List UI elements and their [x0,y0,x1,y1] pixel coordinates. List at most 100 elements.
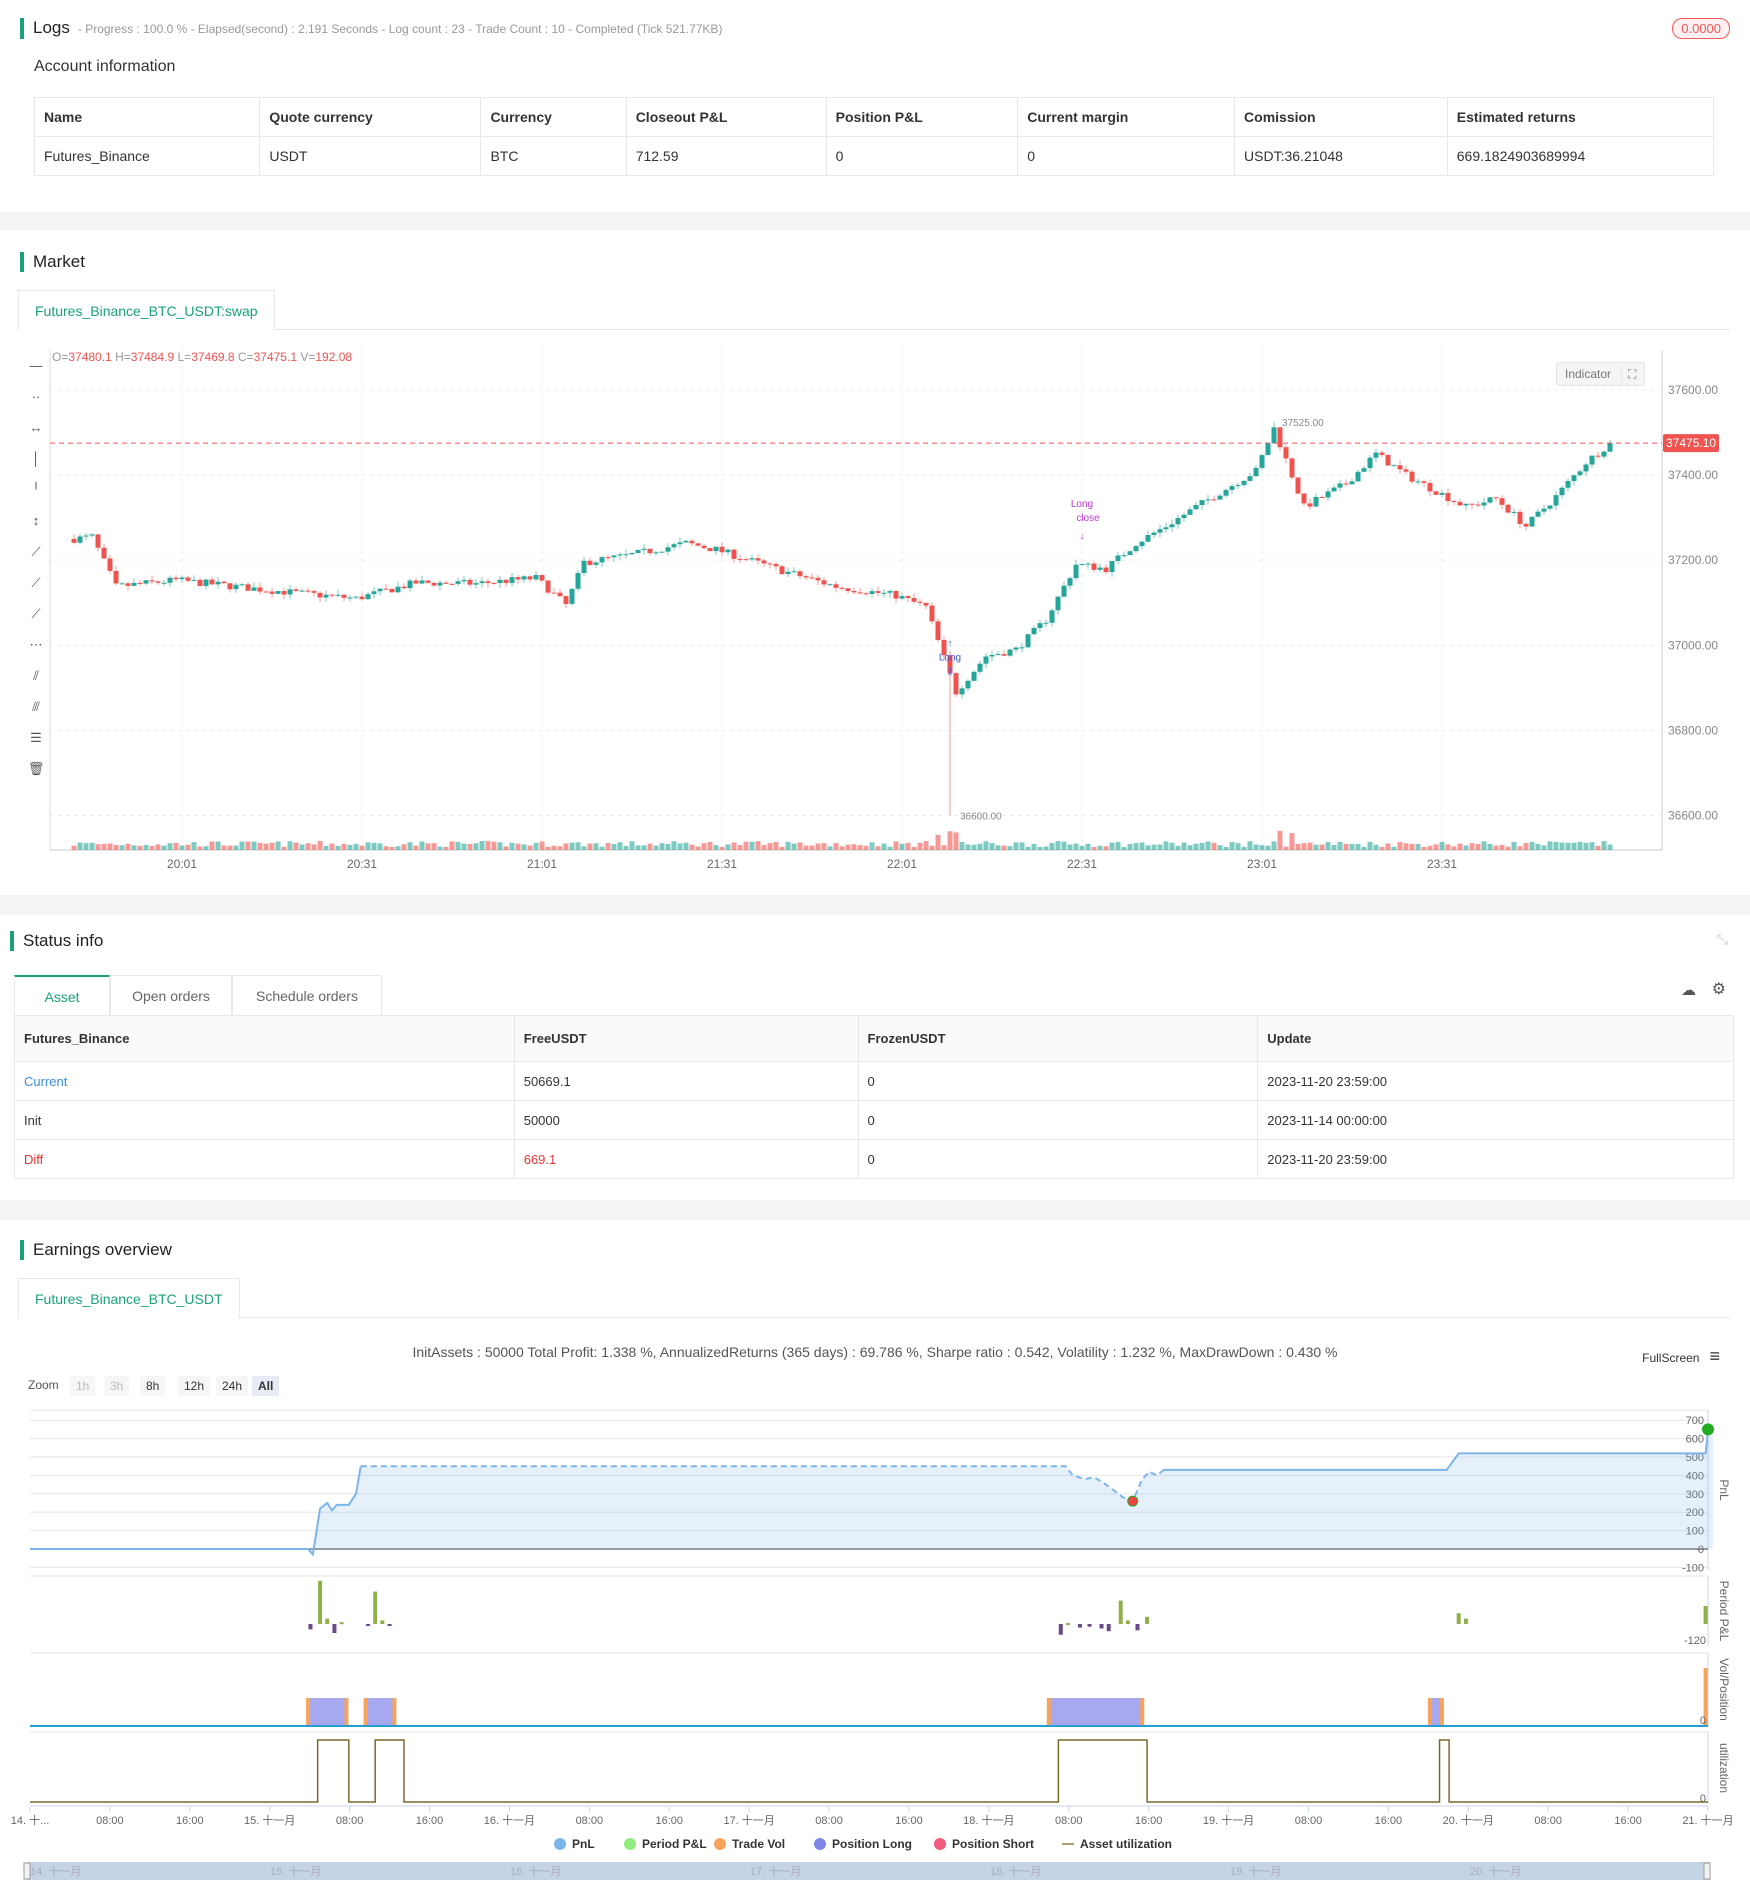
volume-bar [1307,842,1313,850]
legend-item[interactable]: Position Long [832,1837,912,1851]
candle-body [1187,509,1193,515]
candle-body [497,579,503,584]
tab-divider [275,329,1730,330]
menu-icon[interactable]: ≡ [1709,1346,1720,1366]
candle-body [467,579,473,585]
horizontal-ray-icon[interactable]: ·· [31,389,41,404]
segment-icon[interactable]: ⟋ [31,606,41,621]
vertical-line-icon[interactable]: │ [31,451,41,466]
axis-title: Period P&L [1717,1581,1731,1642]
vertical-segment-icon[interactable]: ↕ [32,513,40,528]
candle-body [173,577,179,580]
volume-bar [869,842,875,850]
zoom-3h[interactable]: 3h [104,1376,130,1396]
period-pnl-bar [325,1618,330,1624]
volume-bar [1475,843,1481,850]
download-icon[interactable]: ☁ [1681,982,1696,999]
trash-icon[interactable]: 🗑 [27,761,45,776]
candle-body [1361,468,1367,472]
x-tick-label: 08:00 [1055,1815,1083,1827]
legend-item[interactable]: Asset utilization [1080,1837,1172,1851]
table-cell: 50669.1 [513,1061,859,1101]
navigator-handle-left[interactable] [23,1862,31,1880]
tab-earnings-symbol[interactable]: Futures_Binance_BTC_USDT [18,1278,240,1318]
volume-bar [251,841,257,850]
vertical-ray-icon[interactable]: ╵ [32,482,40,497]
zoom-All[interactable]: All [252,1376,280,1396]
volume-bar [1439,841,1445,850]
zoom-12h[interactable]: 12h [178,1376,211,1396]
zoom-24h[interactable]: 24h [216,1376,249,1396]
volume-bar [1403,843,1409,850]
candle-body [1511,511,1517,513]
logs-meta: - Progress : 100.0 % - Elapsed(second) :… [77,22,723,36]
candlestick-chart[interactable]: 37600.00 37400.00 37200.00 37000.00 36800.00… [0,350,1750,870]
horizontal-segment-icon[interactable]: ↔ [29,420,43,435]
x-tick-label: 08:00 [336,1815,364,1827]
zoom-1h[interactable]: 1h [70,1376,96,1396]
candle-body [1355,471,1361,482]
volume-bar [1235,843,1241,850]
earnings-chart[interactable]: 700 600 500 400 300 200 100 0 -100 PnL Period P&L V… [0,1398,1750,1898]
volume-bar [329,843,335,850]
zoom-8h[interactable]: 8h [140,1376,166,1396]
navigator-handle-right[interactable] [1703,1862,1711,1880]
min-marker [1127,1495,1139,1507]
period-pnl-bar [1058,1624,1063,1635]
price-line-icon[interactable]: ⋯ [29,637,43,652]
volume-bar [683,842,689,850]
tab-asset[interactable]: Asset [14,975,110,1015]
settings-icon[interactable]: ⚙ [1711,981,1726,998]
x-tick-label: 16:00 [176,1815,204,1827]
tab-market-symbol[interactable]: Futures_Binance_BTC_USDT:swap [18,290,275,330]
candle-body [815,577,821,581]
fullscreen-button[interactable]: FullScreen ≡ [1642,1346,1720,1366]
collapse-icon[interactable]: ⤡ [1716,931,1728,947]
tab-schedule-orders[interactable]: Schedule orders [232,975,382,1015]
volume-bar [827,846,833,850]
volume-bar [113,844,119,850]
y-tick-label: 37400.00 [1668,468,1718,482]
candle-body [779,566,785,575]
volume-bar [1517,846,1523,850]
ray-line-icon[interactable]: ⟋ [31,575,41,590]
x-tick-label: 23:31 [1427,857,1457,870]
volume-bar [929,845,935,850]
horizontal-line-icon[interactable]: — [29,358,43,373]
volume-bar [1217,845,1223,850]
fib-icon[interactable]: ⫻ [32,699,40,714]
summary-text: InitAssets : 50000 Total Profit: 1.338 %… [412,1344,1338,1360]
navigator[interactable] [26,1862,1710,1880]
candle-body [455,581,461,584]
candle-body [257,587,263,592]
trend-line-icon[interactable]: ⟋ [31,544,41,559]
volume-bar [1577,841,1583,850]
candle-body [365,594,371,600]
parallel-channel-icon[interactable]: ⫽ [33,668,39,683]
volume-bar [821,843,827,850]
candle-body [1541,508,1547,512]
navigator-label: 16. 十一月 [510,1864,561,1878]
volume-bar [1043,846,1049,850]
candle-body [1451,500,1457,502]
last-price-tag [1663,434,1719,453]
x-tick-label: 15. 十一月 [244,1813,295,1827]
table-cell: 0 [857,1100,1259,1140]
legend-item[interactable]: PnL [572,1837,595,1851]
market-panel: Market Futures_Binance_BTC_USDT:swap — ··… [0,230,1750,895]
indicator-button[interactable]: Indicator ⛶ [1556,362,1646,386]
tab-open-orders[interactable]: Open orders [110,975,232,1015]
price-channel-icon[interactable]: ☰ [30,730,42,745]
candle-body [1199,500,1205,506]
legend-item[interactable]: Trade Vol [732,1837,785,1851]
volume-bar [1295,843,1301,850]
candle-body [407,580,413,589]
y-tick-label: 37000.00 [1668,638,1718,652]
candle-body [341,594,347,598]
volume-bar [581,846,587,850]
fullscreen-icon[interactable]: ⛶ [1621,367,1637,381]
volume-bar [1031,843,1037,850]
vol-tick: 0 [1700,1715,1706,1727]
legend-item[interactable]: Period P&L [642,1837,707,1851]
legend-item[interactable]: Position Short [952,1837,1034,1851]
